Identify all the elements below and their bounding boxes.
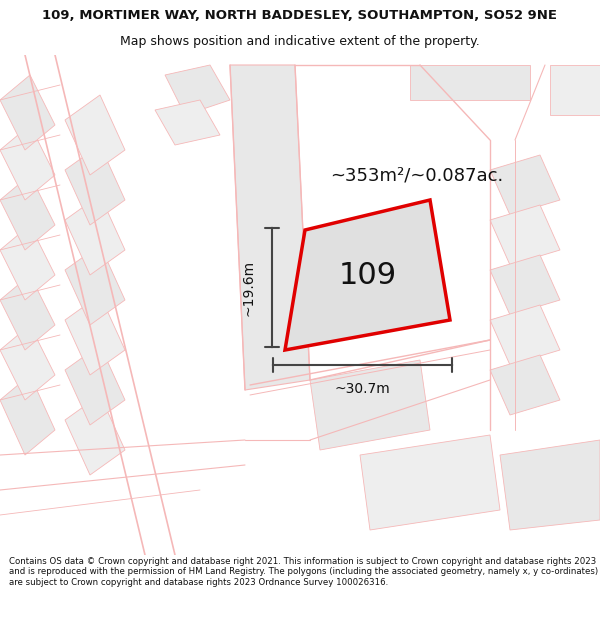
Polygon shape (65, 395, 125, 475)
Polygon shape (490, 305, 560, 365)
Polygon shape (65, 145, 125, 225)
Polygon shape (230, 65, 310, 390)
Polygon shape (0, 225, 55, 300)
Polygon shape (65, 95, 125, 175)
Polygon shape (500, 440, 600, 530)
Text: 109: 109 (338, 261, 397, 289)
Polygon shape (285, 200, 450, 350)
Text: ~30.7m: ~30.7m (335, 382, 391, 396)
Polygon shape (0, 125, 55, 200)
Text: Contains OS data © Crown copyright and database right 2021. This information is : Contains OS data © Crown copyright and d… (9, 557, 598, 587)
Polygon shape (165, 65, 230, 115)
Polygon shape (310, 360, 430, 450)
Polygon shape (65, 295, 125, 375)
Polygon shape (155, 100, 220, 145)
Text: ~353m²/~0.087ac.: ~353m²/~0.087ac. (330, 166, 503, 184)
Polygon shape (490, 205, 560, 265)
Polygon shape (550, 65, 600, 115)
Text: ~19.6m: ~19.6m (242, 259, 256, 316)
Text: 109, MORTIMER WAY, NORTH BADDESLEY, SOUTHAMPTON, SO52 9NE: 109, MORTIMER WAY, NORTH BADDESLEY, SOUT… (43, 9, 557, 22)
Polygon shape (490, 155, 560, 215)
Polygon shape (0, 175, 55, 250)
Polygon shape (490, 355, 560, 415)
Polygon shape (65, 195, 125, 275)
Text: Map shows position and indicative extent of the property.: Map shows position and indicative extent… (120, 35, 480, 48)
Polygon shape (490, 255, 560, 315)
Polygon shape (65, 345, 125, 425)
Polygon shape (65, 245, 125, 325)
Polygon shape (0, 375, 55, 455)
Polygon shape (410, 65, 530, 100)
Polygon shape (0, 75, 55, 150)
Polygon shape (0, 275, 55, 350)
Polygon shape (360, 435, 500, 530)
Polygon shape (0, 325, 55, 400)
